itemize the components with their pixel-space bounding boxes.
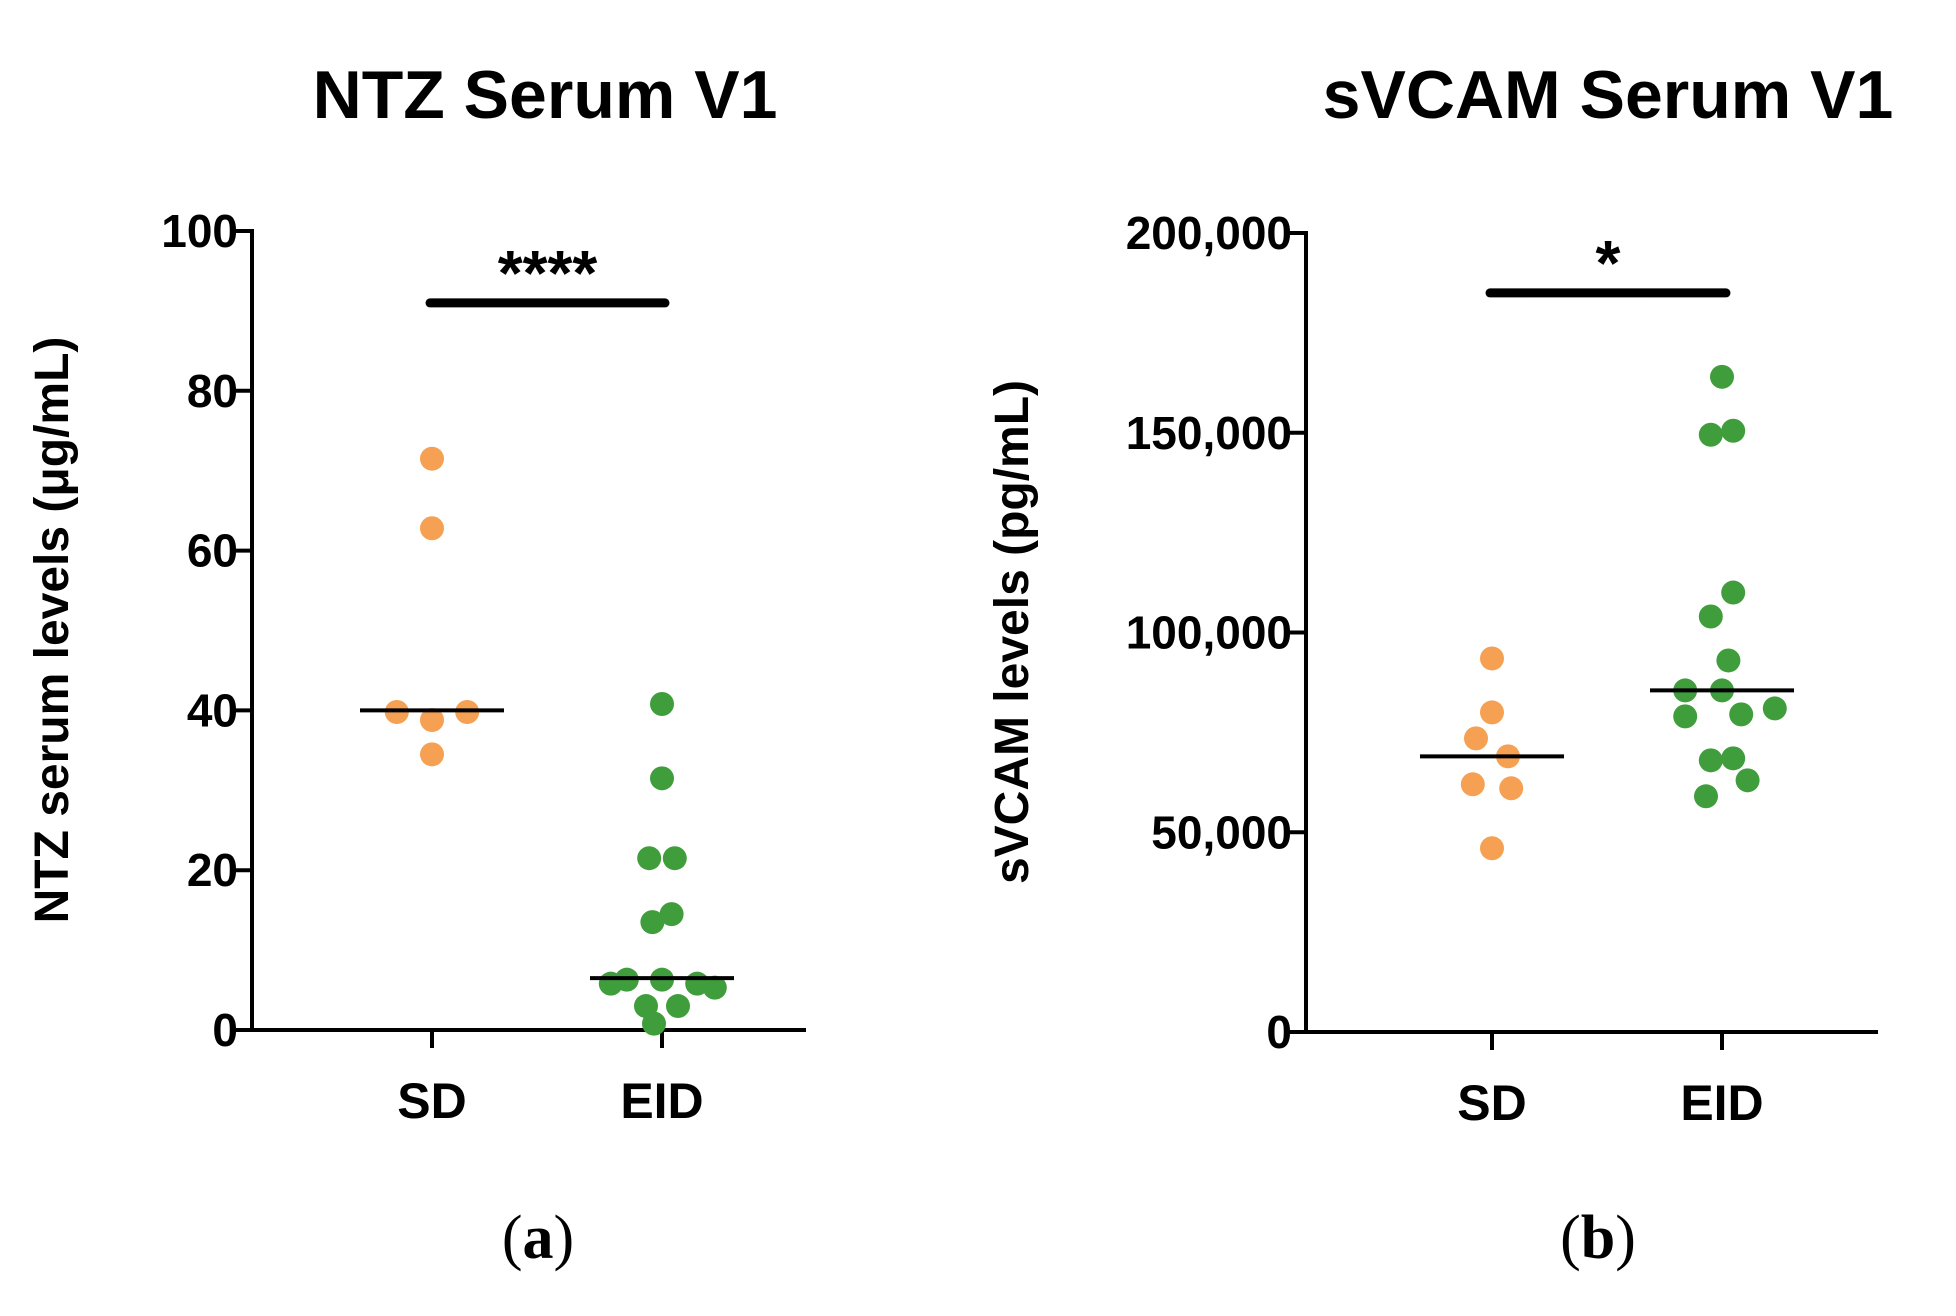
panel-b-x-categories: SD EID <box>1457 1032 1764 1131</box>
panel-b-axes <box>1304 231 1878 1034</box>
y-tick-label: 150,000 <box>1126 407 1292 459</box>
panel-a-label: (a) <box>502 1204 574 1272</box>
panel-b-medians <box>1420 688 1794 759</box>
y-tick-label: 20 <box>187 844 238 896</box>
panel-b-letter: b <box>1581 1204 1615 1272</box>
y-tick-label: 50,000 <box>1151 806 1292 858</box>
y-tick-label: 0 <box>1266 1006 1292 1058</box>
panel-a-title: NTZ Serum V1 <box>313 57 778 133</box>
data-point-eid <box>650 766 674 791</box>
x-category-label: EID <box>620 1073 703 1129</box>
panel-a: NTZ Serum V1 NTZ serum levels (μg/mL) 0 2… <box>26 57 806 1272</box>
y-tick-label: 40 <box>187 684 238 736</box>
data-point-eid <box>1698 604 1723 629</box>
panel-b: sVCAM Serum V1 sVCAM levels (pg/mL) 0 50,… <box>986 57 1893 1272</box>
data-point-sd <box>420 516 444 541</box>
panel-a-y-ticks: 0 20 40 60 80 100 <box>161 205 252 1056</box>
data-point-eid <box>1710 364 1734 389</box>
panel-b-label: (b) <box>1560 1204 1636 1272</box>
data-point-eid <box>1673 704 1698 729</box>
panel-b-y-ticks: 0 50,000 100,000 150,000 200,000 <box>1126 207 1306 1058</box>
data-point-eid <box>1729 702 1754 727</box>
x-category-label: SD <box>397 1073 466 1129</box>
data-point-eid <box>662 846 687 871</box>
panel-a-points <box>384 446 727 1036</box>
panel-a-significance-label: **** <box>498 237 598 309</box>
panel-a-medians <box>360 708 734 981</box>
data-point-eid <box>1694 784 1718 809</box>
panel-b-significance-label: * <box>1596 227 1621 299</box>
x-category-label: EID <box>1680 1075 1763 1131</box>
y-tick-label: 200,000 <box>1126 207 1292 259</box>
x-category-label: SD <box>1457 1075 1526 1131</box>
data-point-sd <box>420 707 444 732</box>
panel-b-significance: * <box>1485 227 1731 299</box>
panel-a-axes <box>250 229 806 1032</box>
data-point-eid <box>1735 768 1760 793</box>
panel-a-significance: **** <box>425 237 670 309</box>
data-point-eid <box>659 902 684 927</box>
data-point-sd <box>1480 836 1504 861</box>
panel-a-letter: a <box>523 1204 554 1272</box>
data-point-sd <box>1480 700 1504 725</box>
data-point-sd <box>1499 776 1524 801</box>
y-tick-label: 80 <box>187 365 238 417</box>
panel-b-y-axis-label: sVCAM levels (pg/mL) <box>986 380 1039 884</box>
data-point-eid <box>1698 422 1723 447</box>
data-point-eid <box>1698 748 1723 773</box>
panel-a-y-axis-label: NTZ serum levels (μg/mL) <box>26 337 79 924</box>
data-point-eid <box>666 994 690 1019</box>
panel-b-title: sVCAM Serum V1 <box>1323 57 1894 133</box>
data-point-sd <box>1480 646 1504 671</box>
y-tick-label: 0 <box>212 1004 238 1056</box>
y-tick-label: 100,000 <box>1126 607 1292 659</box>
data-point-eid <box>650 692 674 717</box>
data-point-eid <box>1716 648 1741 673</box>
data-point-eid <box>1762 696 1787 721</box>
data-point-eid <box>640 910 665 935</box>
data-point-sd <box>420 446 444 471</box>
data-point-eid <box>642 1011 666 1036</box>
panel-a-x-categories: SD EID <box>397 1030 704 1129</box>
data-point-eid <box>1721 418 1746 443</box>
y-tick-label: 100 <box>161 205 238 257</box>
data-point-eid <box>1721 746 1746 771</box>
data-point-eid <box>702 975 727 1000</box>
panel-b-points <box>1460 364 1787 861</box>
data-point-sd <box>1460 772 1485 797</box>
data-point-sd <box>420 742 444 767</box>
data-point-eid <box>637 846 662 871</box>
y-tick-label: 60 <box>187 525 238 577</box>
data-point-eid <box>1721 580 1746 605</box>
data-point-sd <box>1464 726 1488 751</box>
